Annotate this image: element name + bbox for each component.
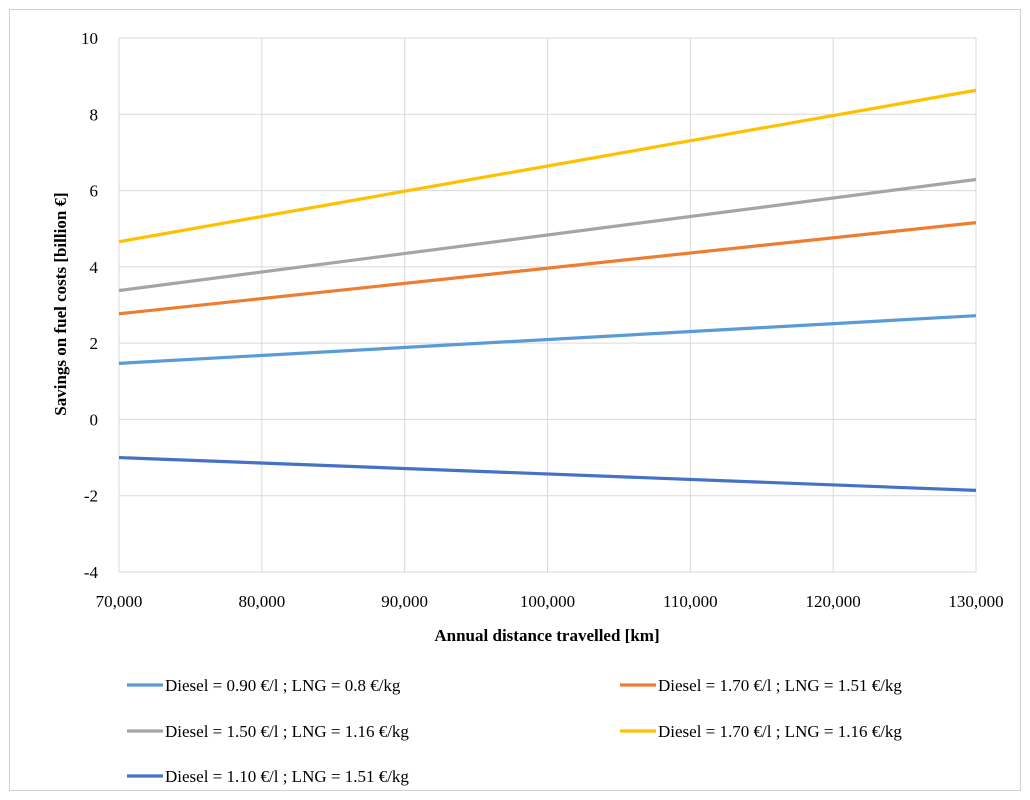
series-line-5 — [118, 455, 977, 492]
legend-item-3: Diesel = 1.50 €/l ; LNG = 1.16 €/kg — [127, 722, 409, 741]
y-tick-label: 10 — [81, 29, 98, 48]
series-line-4 — [118, 88, 977, 244]
y-tick-label: -4 — [84, 563, 99, 582]
x-tick-label: 70,000 — [96, 592, 143, 611]
series-lines — [118, 88, 977, 492]
legend-label: Diesel = 1.10 €/l ; LNG = 1.51 €/kg — [165, 767, 409, 786]
legend-item-1: Diesel = 0.90 €/l ; LNG = 0.8 €/kg — [127, 676, 401, 695]
series-line-3 — [118, 177, 977, 293]
legend-label: Diesel = 1.50 €/l ; LNG = 1.16 €/kg — [165, 722, 409, 741]
chart-frame — [9, 9, 1021, 791]
legend-item-5: Diesel = 1.10 €/l ; LNG = 1.51 €/kg — [127, 767, 409, 786]
y-tick-label: 6 — [90, 182, 99, 201]
x-tick-label: 110,000 — [663, 592, 718, 611]
x-tick-label: 80,000 — [238, 592, 285, 611]
legend: Diesel = 0.90 €/l ; LNG = 0.8 €/kg Diesel… — [127, 676, 902, 786]
y-tick-label: 8 — [90, 105, 99, 124]
y-tick-label: -2 — [84, 487, 98, 506]
y-tick-labels: -4 -2 0 2 4 6 8 10 — [81, 29, 99, 582]
y-tick-label: 2 — [90, 334, 99, 353]
legend-label: Diesel = 0.90 €/l ; LNG = 0.8 €/kg — [165, 676, 401, 695]
gridlines — [118, 37, 977, 573]
x-tick-label: 120,000 — [806, 592, 861, 611]
legend-label: Diesel = 1.70 €/l ; LNG = 1.51 €/kg — [658, 676, 902, 695]
x-tick-labels: 70,000 80,000 90,000 100,000 110,000 120,000 1… — [96, 592, 1004, 611]
y-axis-title: Savings on fuel costs [billion €] — [51, 192, 70, 415]
legend-item-4: Diesel = 1.70 €/l ; LNG = 1.16 €/kg — [620, 722, 902, 741]
series-line-1 — [118, 314, 977, 365]
y-tick-label: 4 — [90, 258, 99, 277]
y-tick-label: 0 — [90, 410, 99, 429]
series-line-2 — [118, 221, 977, 316]
x-tick-label: 100,000 — [520, 592, 575, 611]
x-tick-label: 130,000 — [948, 592, 1003, 611]
legend-label: Diesel = 1.70 €/l ; LNG = 1.16 €/kg — [658, 722, 902, 741]
x-axis-title: Annual distance travelled [km] — [434, 626, 659, 645]
x-tick-label: 90,000 — [381, 592, 428, 611]
legend-item-2: Diesel = 1.70 €/l ; LNG = 1.51 €/kg — [620, 676, 902, 695]
